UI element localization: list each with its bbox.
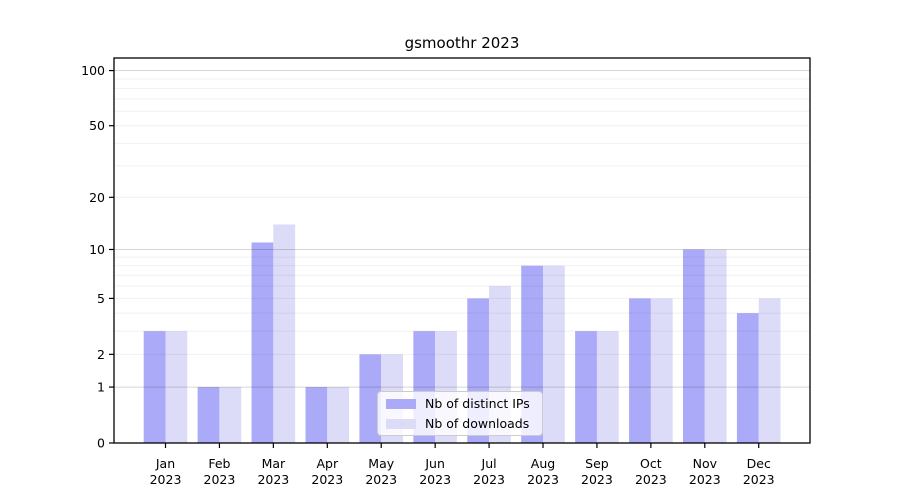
bar-distinct-ips-oct <box>629 298 651 443</box>
legend-swatch-downloads <box>386 418 416 429</box>
bar-distinct-ips-feb <box>197 387 220 443</box>
y-tick-label: 1 <box>97 380 105 395</box>
bar-downloads-sep <box>596 331 619 443</box>
y-tick-label: 2 <box>97 347 105 362</box>
bar-distinct-ips-mar <box>251 242 274 443</box>
x-tick-label-year: 2023 <box>311 472 343 487</box>
legend-item-downloads: Nb of downloads <box>386 415 534 432</box>
x-tick-label-month: Feb <box>208 456 230 471</box>
x-tick-label-month: May <box>368 456 394 471</box>
bar-downloads-aug <box>543 265 565 443</box>
x-tick-label-month: Jan <box>155 456 175 471</box>
plot-border <box>113 57 811 444</box>
x-tick-label-month: Dec <box>747 456 771 471</box>
x-tick-label-year: 2023 <box>204 472 236 487</box>
x-tick-label-year: 2023 <box>473 472 505 487</box>
x-tick-label-month: Oct <box>640 456 662 471</box>
y-tick-label: 0 <box>97 436 105 451</box>
bar-distinct-ips-apr <box>305 387 328 443</box>
bar-downloads-feb <box>219 387 242 443</box>
x-tick-label-year: 2023 <box>581 472 613 487</box>
bar-distinct-ips-sep <box>575 331 597 443</box>
legend-label-distinct-ips: Nb of distinct IPs <box>425 396 530 411</box>
bar-downloads-jan <box>165 331 188 443</box>
chart-title: gsmoothr 2023 <box>404 34 520 52</box>
y-tick-label: 5 <box>97 291 105 306</box>
x-tick-label-year: 2023 <box>527 472 559 487</box>
x-tick-label-year: 2023 <box>635 472 667 487</box>
legend-label-downloads: Nb of downloads <box>425 416 530 431</box>
bar-distinct-ips-dec <box>736 313 759 443</box>
legend: Nb of distinct IPs Nb of downloads <box>377 391 543 436</box>
x-tick-label-year: 2023 <box>419 472 451 487</box>
bar-downloads-apr <box>327 387 350 443</box>
y-tick-label: 50 <box>89 118 105 133</box>
x-tick-label-year: 2023 <box>150 472 182 487</box>
x-tick-label-month: Aug <box>531 456 555 471</box>
x-tick-label-year: 2023 <box>257 472 289 487</box>
x-tick-label-month: Jul <box>481 456 497 471</box>
bar-downloads-oct <box>650 298 673 443</box>
x-tick-label-month: Mar <box>262 456 286 471</box>
x-tick-label-year: 2023 <box>365 472 397 487</box>
x-tick-label-month: Apr <box>316 456 338 471</box>
legend-swatch-distinct-ips <box>386 398 416 409</box>
bar-distinct-ips-jan <box>143 331 166 443</box>
bar-downloads-dec <box>758 298 781 443</box>
x-tick-label-month: Jun <box>424 456 445 471</box>
bar-distinct-ips-may <box>359 354 382 443</box>
x-tick-label-year: 2023 <box>743 472 775 487</box>
y-tick-label: 20 <box>89 190 105 205</box>
legend-item-distinct-ips: Nb of distinct IPs <box>386 395 534 412</box>
y-tick-label: 10 <box>89 242 105 257</box>
x-tick-label-year: 2023 <box>689 472 721 487</box>
y-tick-label: 100 <box>81 63 105 78</box>
x-tick-label-month: Sep <box>585 456 609 471</box>
bar-downloads-nov <box>704 249 727 443</box>
bar-distinct-ips-nov <box>683 249 705 443</box>
x-tick-label-month: Nov <box>693 456 718 471</box>
bar-downloads-mar <box>273 224 296 443</box>
